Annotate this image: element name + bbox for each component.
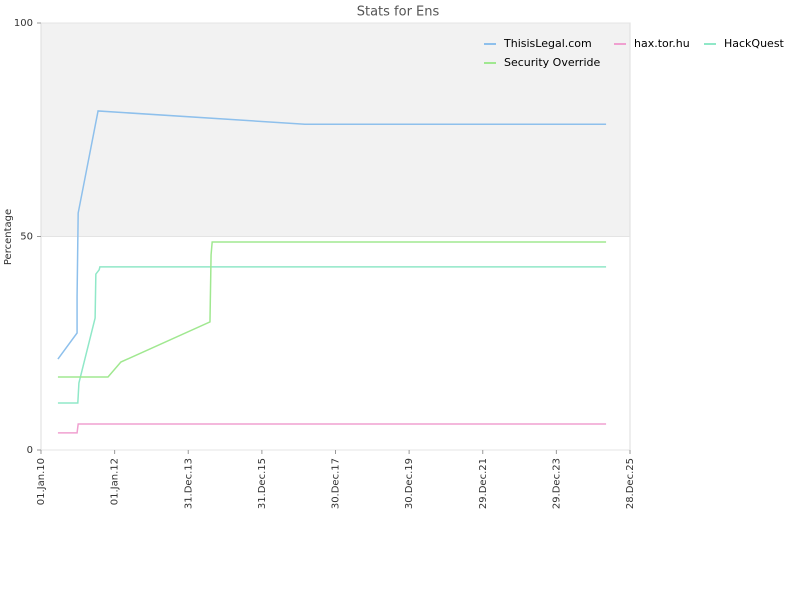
x-tick-label: 31.Dec.13 bbox=[183, 458, 194, 509]
x-tick-label: 29.Dec.23 bbox=[551, 458, 562, 509]
y-axis-label: Percentage bbox=[3, 209, 14, 265]
legend-label: hax.tor.hu bbox=[634, 37, 690, 50]
x-tick-label: 29.Dec.21 bbox=[478, 458, 489, 509]
data-line bbox=[57, 423, 607, 434]
data-line bbox=[57, 266, 607, 404]
legend-label: Security Override bbox=[504, 56, 600, 69]
x-tick-label: 30.Dec.17 bbox=[331, 458, 342, 509]
x-tick-label: 31.Dec.15 bbox=[257, 458, 268, 509]
legend-label: ThisisLegal.com bbox=[503, 37, 592, 50]
x-tick-label: 01.Jan.10 bbox=[36, 458, 47, 505]
legend-label: HackQuest bbox=[724, 37, 785, 50]
chart-title: Stats for Ens bbox=[357, 5, 440, 20]
x-tick-label: 28.Dec.25 bbox=[625, 458, 636, 509]
y-tick-label: 50 bbox=[20, 232, 33, 243]
plot-band bbox=[41, 23, 630, 237]
data-line bbox=[57, 241, 607, 378]
x-tick-label: 30.Dec.19 bbox=[404, 458, 415, 509]
y-tick-label: 0 bbox=[27, 445, 33, 456]
data-line bbox=[57, 110, 607, 360]
x-tick-label: 01.Jan.12 bbox=[110, 458, 121, 505]
y-tick-label: 100 bbox=[14, 18, 33, 29]
